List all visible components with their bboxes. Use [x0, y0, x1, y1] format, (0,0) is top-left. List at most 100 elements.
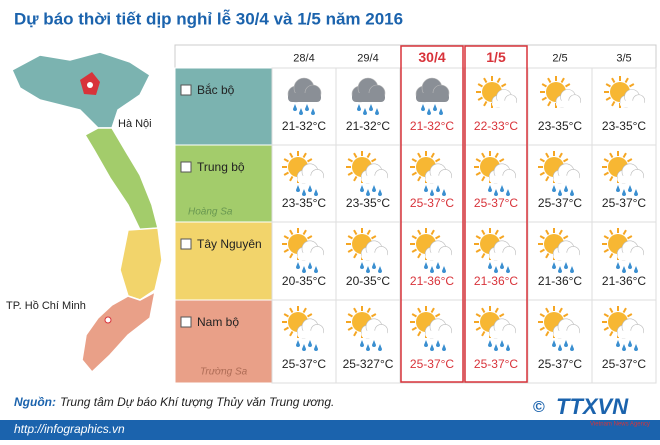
sun-ray — [547, 77, 552, 83]
sun-ray — [475, 171, 481, 176]
sun-ray — [366, 229, 371, 235]
rain-drop — [616, 185, 620, 192]
region-label: Bắc bộ — [197, 82, 235, 97]
temperature: 21-36°C — [538, 274, 582, 288]
sun-ray — [430, 152, 435, 158]
cell — [527, 299, 593, 384]
sun-ray — [565, 83, 571, 88]
temperature: 21-36°C — [474, 274, 518, 288]
rain-drop — [494, 344, 498, 351]
sun-ray — [483, 77, 488, 83]
sun-ray — [417, 229, 422, 235]
sun-ray — [347, 248, 353, 253]
rain-drop — [424, 185, 428, 192]
rain-drop — [299, 108, 303, 115]
rain-drop — [302, 189, 306, 196]
sun-ray — [558, 229, 563, 235]
weather-icon — [474, 228, 516, 273]
sun-ray — [545, 253, 550, 259]
rain-drop — [308, 262, 312, 269]
cloud — [288, 93, 321, 102]
sun-ray — [477, 96, 483, 101]
cell — [591, 221, 657, 301]
sun-ray — [283, 313, 289, 318]
sun-ray — [483, 101, 488, 107]
sun-ray — [558, 152, 563, 158]
column-header: 29/4 — [357, 52, 378, 64]
sun-ray — [603, 326, 609, 331]
column-header: 30/4 — [418, 49, 445, 65]
sun-ray — [289, 253, 294, 259]
temperature: 21-36°C — [410, 274, 454, 288]
rain-drop — [314, 189, 318, 196]
rain-drop — [442, 344, 446, 351]
temperature: 25-37°C — [602, 357, 646, 371]
sun-ray — [494, 307, 499, 313]
sun-ray — [627, 158, 633, 163]
cell — [463, 299, 529, 384]
sun-ray — [624, 77, 629, 83]
rain-drop — [500, 262, 504, 269]
cloud — [425, 252, 452, 260]
sun-ray — [411, 158, 417, 163]
region-label: Nam bộ — [197, 315, 239, 329]
sun-ray — [435, 235, 441, 240]
rain-drop — [488, 185, 492, 192]
checkbox — [180, 161, 192, 173]
temperature: 21-36°C — [602, 274, 646, 288]
sun-ray — [302, 229, 307, 235]
sun-ray — [411, 313, 417, 318]
cell — [591, 299, 657, 384]
rain-drop — [622, 344, 626, 351]
holiday-border — [400, 45, 464, 383]
sun-ray — [622, 229, 627, 235]
temperature: 20-35°C — [346, 274, 390, 288]
sun-ray — [547, 101, 552, 107]
sun-ray — [629, 83, 635, 88]
sun-ray — [289, 176, 294, 182]
cell — [527, 144, 593, 223]
rain-drop — [308, 185, 312, 192]
column-header: 28/4 — [293, 52, 314, 64]
sun-ray — [603, 235, 609, 240]
map-label: TP. Hồ Chí Minh — [6, 300, 86, 312]
rain-drop — [558, 189, 562, 196]
rain-drop — [305, 104, 309, 111]
rain-drop — [622, 189, 626, 196]
sun-ray — [481, 253, 486, 259]
sun-ray — [283, 171, 289, 176]
sun-ray — [609, 331, 614, 337]
rain-drop — [622, 266, 626, 273]
sun-ray — [411, 248, 417, 253]
temperature: 25-37°C — [538, 196, 582, 210]
cloud — [553, 330, 580, 338]
sun-ray — [545, 229, 550, 235]
rain-drop — [424, 340, 428, 347]
temperature: 25-37°C — [410, 196, 454, 210]
footer-url[interactable]: http://infographics.vn — [14, 422, 125, 436]
sun-ray — [611, 77, 616, 83]
rain-drop — [375, 108, 379, 115]
rain-drop — [442, 266, 446, 273]
column-header: 3/5 — [616, 52, 631, 64]
sun-ray — [283, 326, 289, 331]
rain-drop — [357, 104, 361, 111]
cloud — [617, 175, 644, 183]
sun-ray — [371, 235, 377, 240]
rain-drop — [302, 266, 306, 273]
rain-drop — [378, 189, 382, 196]
sun-ray — [563, 158, 569, 163]
sun-ray — [622, 152, 627, 158]
rain-drop — [430, 266, 434, 273]
sun-ray — [283, 158, 289, 163]
cloud — [556, 100, 581, 108]
sun-ray — [366, 152, 371, 158]
title: Dự báo thời tiết dịp nghỉ lễ 30/4 và 1/5… — [14, 9, 403, 28]
sun-ray — [353, 307, 358, 313]
sun-ray — [289, 152, 294, 158]
sun-ray — [475, 158, 481, 163]
sun-ray — [622, 307, 627, 313]
cloud — [416, 93, 449, 102]
sun-ray — [371, 158, 377, 163]
rain-drop — [628, 262, 632, 269]
